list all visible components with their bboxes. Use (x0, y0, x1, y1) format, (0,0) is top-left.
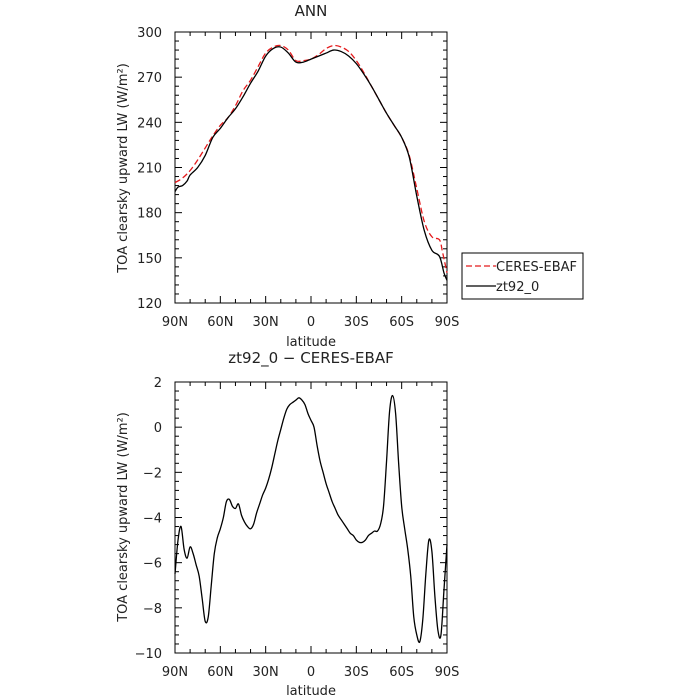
bottom-chart-title: zt92_0 − CERES-EBAF (228, 349, 393, 368)
top-chart-title: ANN (295, 2, 328, 20)
top-tick-labels: 90N 60N 30N 0 30S 60S 90S 120 150 180 210 240 270 300 (137, 26, 459, 330)
bottom-x-axis-label: latitude (286, 684, 336, 699)
bottom-plot-frame (174, 381, 448, 654)
bottom-x-tick-label: 60S (389, 665, 414, 680)
bottom-tick-labels: 90N 60N 30N 0 30S 60S 90S −10 −8 −6 −4 −2 0 2 (135, 376, 460, 680)
top-y-tick-label: 120 (137, 297, 162, 312)
bottom-panel: zt92_0 − CERES-EBAF 90N 60N 30N 0 30S 60S 90S −… (116, 349, 459, 699)
bottom-y-tick-label: −10 (135, 647, 162, 662)
top-x-tick-label: 90S (435, 315, 460, 330)
bottom-x-tick-label: 90N (162, 665, 188, 680)
top-y-tick-label: 210 (137, 162, 162, 177)
bottom-x-tick-label: 90S (435, 665, 460, 680)
top-x-tick-label: 30S (344, 315, 369, 330)
bottom-y-axis-label: TOA clearsky upward LW (W/m²) (116, 412, 131, 623)
top-y-tick-label: 300 (137, 26, 162, 41)
legend-label-ceres-ebaf: CERES-EBAF (496, 260, 577, 275)
bottom-series-group (174, 394, 448, 643)
bottom-axis-ticks (174, 381, 448, 654)
bottom-x-tick-label: 30S (344, 665, 369, 680)
top-series-line-zt92-0 (174, 46, 448, 281)
top-x-tick-label: 60N (207, 315, 233, 330)
top-x-tick-label: 90N (162, 315, 188, 330)
top-series-line-ceres-ebaf (174, 44, 448, 274)
top-x-tick-label: 30N (253, 315, 279, 330)
top-x-tick-label: 60S (389, 315, 414, 330)
top-series-group (174, 44, 448, 281)
bottom-x-tick-label: 30N (253, 665, 279, 680)
top-y-axis-label: TOA clearsky upward LW (W/m²) (116, 63, 131, 274)
top-axis-ticks (174, 31, 448, 304)
bottom-y-tick-label: −2 (143, 466, 162, 481)
bottom-y-tick-label: 2 (154, 376, 162, 391)
top-x-axis-label: latitude (286, 335, 336, 350)
top-y-tick-label: 270 (137, 71, 162, 86)
bottom-x-tick-label: 0 (307, 665, 315, 680)
bottom-series-line-difference (174, 394, 448, 643)
bottom-y-tick-label: 0 (154, 421, 162, 436)
bottom-y-tick-label: −4 (143, 512, 162, 527)
legend-box (461, 252, 584, 300)
top-y-tick-label: 240 (137, 116, 162, 131)
top-y-tick-label: 150 (137, 252, 162, 267)
bottom-y-tick-label: −6 (143, 557, 162, 572)
legend: CERES-EBAF zt92_0 (461, 252, 584, 300)
top-y-tick-label: 180 (137, 207, 162, 222)
bottom-y-tick-label: −8 (143, 602, 162, 617)
bottom-x-tick-label: 60N (207, 665, 233, 680)
legend-label-zt92-0: zt92_0 (496, 280, 539, 295)
top-x-tick-label: 0 (307, 315, 315, 330)
top-panel: ANN 90N 60N 30N 0 30S 60S 90S 120 150 180 210 240 27… (116, 2, 459, 350)
top-plot-frame (174, 31, 448, 304)
